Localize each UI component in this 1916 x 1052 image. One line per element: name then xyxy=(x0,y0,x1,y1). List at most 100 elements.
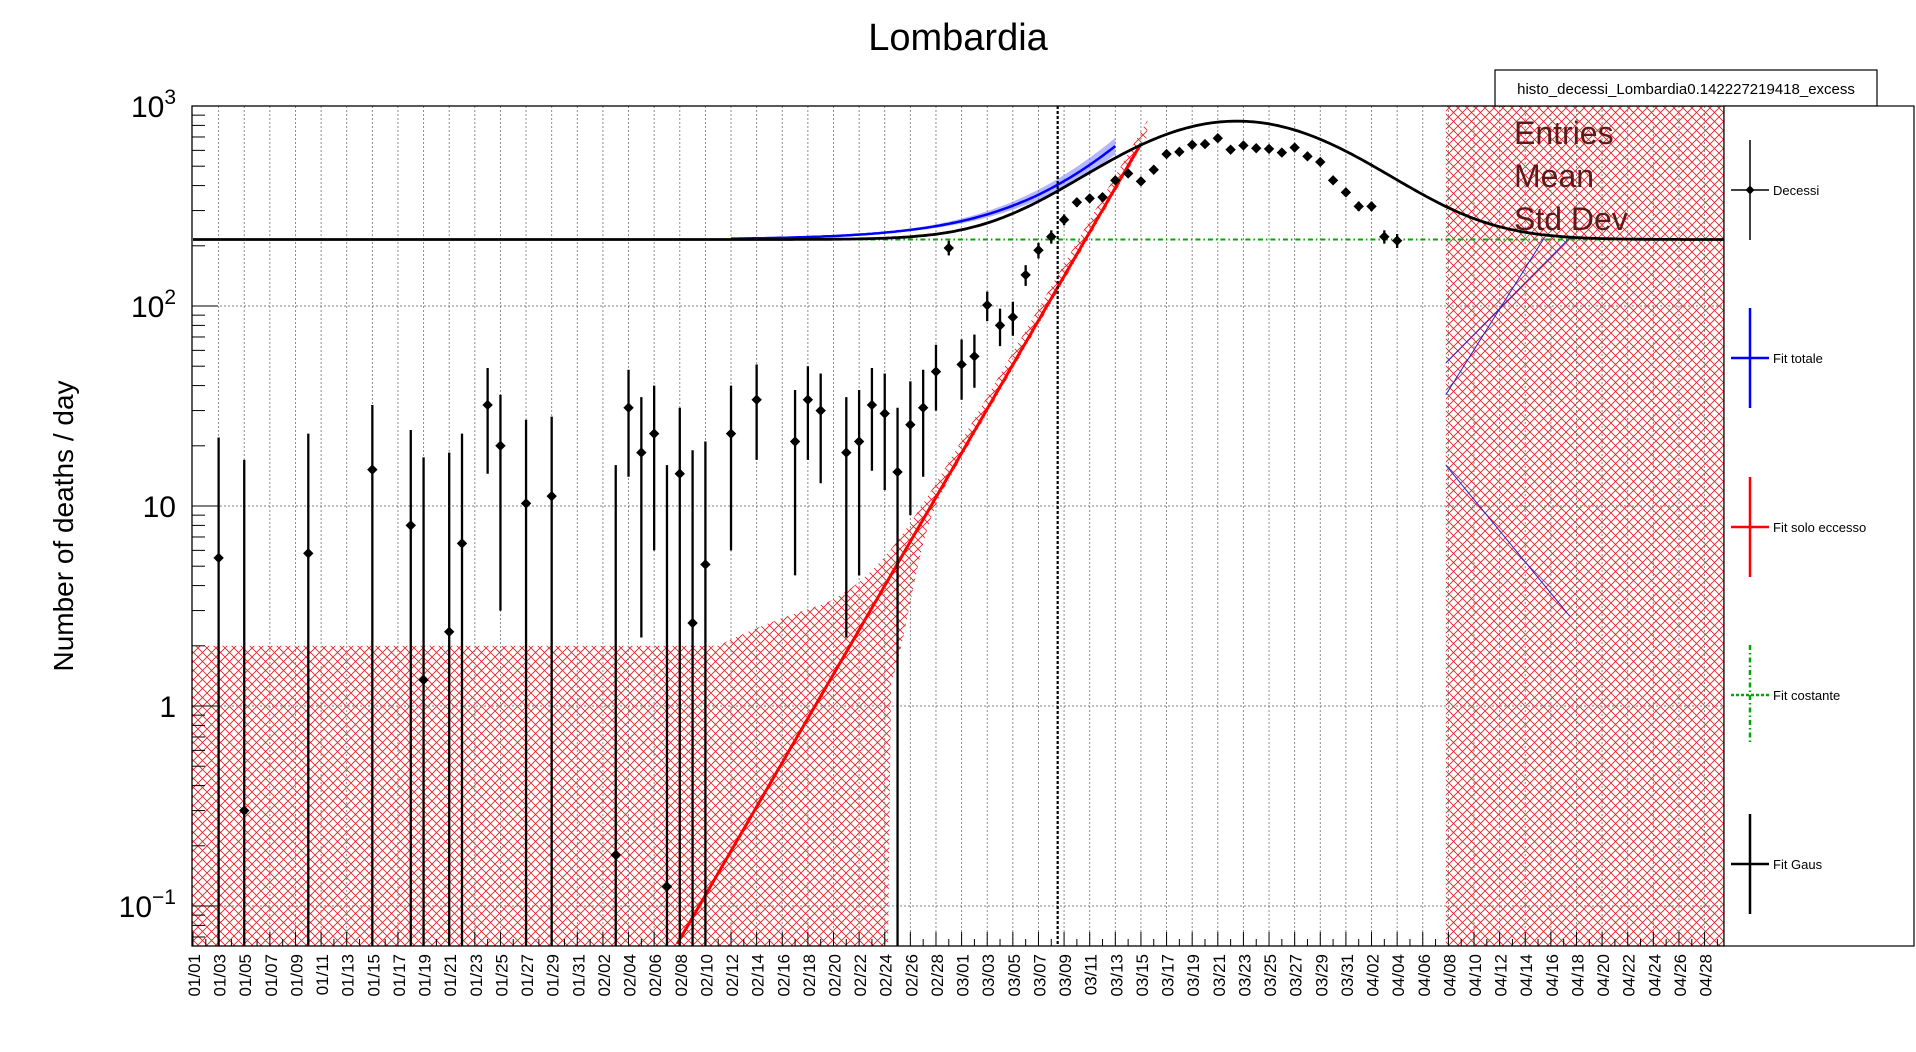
error-bands xyxy=(192,106,1724,946)
data-point-marker xyxy=(1007,311,1019,323)
data-point-marker xyxy=(1391,235,1403,246)
data-point xyxy=(1327,175,1339,186)
x-tick-label: 03/29 xyxy=(1312,954,1331,997)
data-point xyxy=(1007,301,1019,336)
data-point-marker xyxy=(610,849,621,861)
data-point-marker xyxy=(815,405,826,416)
data-point xyxy=(648,385,660,551)
stats-box-header-frame xyxy=(1494,69,1878,107)
data-point-marker xyxy=(917,402,929,413)
data-point-marker xyxy=(303,548,314,559)
data-point xyxy=(1353,201,1364,212)
data-point xyxy=(367,404,378,946)
data-point-marker xyxy=(1366,201,1377,212)
data-point-marker xyxy=(1033,245,1044,256)
data-point xyxy=(1366,201,1377,212)
stats-stddev-label: Std Dev xyxy=(1514,201,1628,237)
data-point-marker xyxy=(1084,193,1095,204)
data-point-marker xyxy=(636,447,647,458)
stats-mean-label: Mean xyxy=(1514,158,1594,194)
data-point xyxy=(1020,265,1031,286)
data-point xyxy=(866,367,878,471)
x-tick-label: 01/21 xyxy=(441,954,460,997)
data-point xyxy=(853,390,865,576)
data-point xyxy=(802,366,814,460)
data-point-marker xyxy=(905,419,916,430)
x-tick-label: 02/04 xyxy=(621,954,640,997)
x-tick-label: 03/27 xyxy=(1287,954,1306,997)
data-point-marker xyxy=(661,881,673,892)
x-tick-label: 04/28 xyxy=(1697,954,1716,997)
legend-label: Fit Gaus xyxy=(1773,857,1823,872)
data-point xyxy=(1058,214,1070,226)
data-point xyxy=(303,433,314,946)
x-tick-label: 02/10 xyxy=(697,954,716,997)
x-tick-label: 03/11 xyxy=(1082,954,1101,995)
data-point xyxy=(213,437,224,946)
fit-totale-mid-line xyxy=(1445,237,1545,396)
data-point xyxy=(917,369,929,477)
x-tick-label: 02/26 xyxy=(902,954,921,997)
data-point xyxy=(661,465,673,946)
data-point xyxy=(1238,140,1249,151)
data-point xyxy=(239,459,250,946)
y-tick-label: 1 xyxy=(159,691,176,724)
x-tick-label: 03/25 xyxy=(1261,954,1280,997)
x-tick-label: 01/15 xyxy=(364,954,383,997)
data-point-marker xyxy=(367,464,378,475)
stats-entries-label: Entries xyxy=(1514,115,1614,151)
data-point xyxy=(1084,193,1095,204)
data-point xyxy=(725,385,737,551)
x-tick-label: 03/03 xyxy=(979,954,998,997)
data-point-marker xyxy=(1110,175,1121,186)
x-tick-label: 01/13 xyxy=(339,954,358,997)
data-point-marker xyxy=(687,617,698,629)
data-point xyxy=(1110,175,1121,186)
data-point-marker xyxy=(648,428,660,439)
data-point xyxy=(456,433,468,946)
x-tick-label: 04/10 xyxy=(1466,954,1485,997)
x-tick-label: 01/29 xyxy=(544,954,563,997)
data-point-marker xyxy=(879,408,890,419)
data-point xyxy=(1174,146,1185,158)
x-tick-label: 03/21 xyxy=(1210,954,1229,997)
data-point-marker xyxy=(1174,146,1185,158)
data-point xyxy=(1276,147,1288,158)
data-point-marker xyxy=(405,520,416,531)
data-point-marker xyxy=(943,242,954,254)
data-point-marker xyxy=(1135,176,1147,187)
data-point xyxy=(994,308,1006,347)
data-point xyxy=(1302,151,1313,162)
data-point xyxy=(956,339,967,400)
x-tick-label: 03/05 xyxy=(1005,954,1024,997)
data-point xyxy=(495,394,506,611)
data-point-marker xyxy=(1327,175,1339,186)
stats-box-header: histo_decessi_Lombardia0.142227219418_ex… xyxy=(1517,81,1855,98)
y-axis-label: Number of deaths / day xyxy=(48,380,79,671)
data-point-marker xyxy=(623,402,634,413)
data-point-marker xyxy=(1071,197,1083,208)
data-point xyxy=(1071,197,1083,208)
data-point-marker xyxy=(495,440,506,451)
error-band-right xyxy=(1445,106,1724,946)
data-point xyxy=(520,419,532,946)
x-tick-label: 04/12 xyxy=(1492,954,1511,997)
data-point-marker xyxy=(418,674,429,686)
legend-label: Fit totale xyxy=(1773,351,1823,366)
x-tick-label: 04/08 xyxy=(1440,954,1459,997)
data-point-marker xyxy=(1225,144,1236,155)
data-point xyxy=(1212,133,1223,144)
x-tick-label: 01/01 xyxy=(185,954,204,997)
data-point xyxy=(905,381,916,516)
legend-label: Fit solo eccesso xyxy=(1773,520,1866,535)
data-point-marker xyxy=(982,299,993,311)
data-point xyxy=(546,416,557,946)
x-tick-label: 03/17 xyxy=(1159,954,1178,997)
data-point-marker xyxy=(1122,168,1134,179)
data-point xyxy=(1315,156,1326,168)
data-point-marker xyxy=(1058,214,1070,225)
data-point xyxy=(610,465,621,946)
legend-entry: Fit totale xyxy=(1731,308,1823,408)
data-point-marker xyxy=(1238,140,1249,151)
